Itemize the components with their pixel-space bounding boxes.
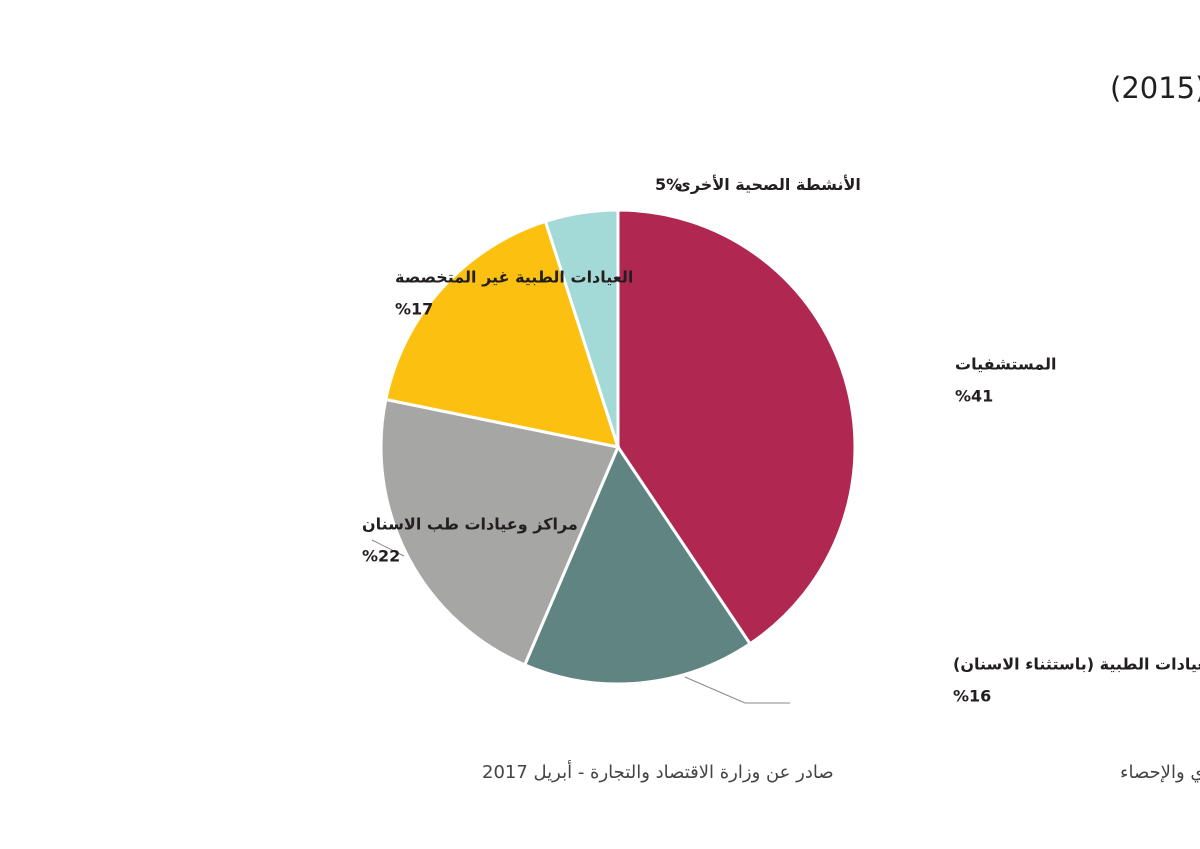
publisher-note: صادر عن وزارة الاقتصاد والتجارة - أبريل … xyxy=(482,760,834,783)
pie-slice xyxy=(616,208,857,646)
category-label: العيادات الطبية (باستثناء الاسنان) xyxy=(953,655,1200,674)
pie-slice xyxy=(384,219,621,449)
pie-slice xyxy=(379,397,621,667)
value-label: %22 xyxy=(362,547,400,566)
category-label: مراكز وعيادات طب الاسنان xyxy=(362,515,578,534)
slice-label: الأنشطة الصحية الأخرى%5 xyxy=(655,175,861,194)
leader-line xyxy=(371,539,405,557)
value-label: %16 xyxy=(953,687,991,706)
category-label: العيادات الطبية غير المتخصصة xyxy=(395,268,633,287)
chart-title: الشكل: مساهمة المرافق المختلفة في القيمة… xyxy=(1110,71,1200,106)
value-label: %41 xyxy=(955,387,993,406)
pie-slice xyxy=(543,208,620,448)
value-label: %5 xyxy=(655,175,682,194)
leader-line xyxy=(684,676,790,704)
pie-slice xyxy=(522,443,753,686)
category-label: الأنشطة الصحية الأخرى xyxy=(676,175,861,194)
category-label: المستشفيات xyxy=(955,355,1056,374)
value-label: %17 xyxy=(395,300,433,319)
source-note: المصدر: وزارة التخطيط التنموي والإحصاء xyxy=(1120,762,1200,783)
